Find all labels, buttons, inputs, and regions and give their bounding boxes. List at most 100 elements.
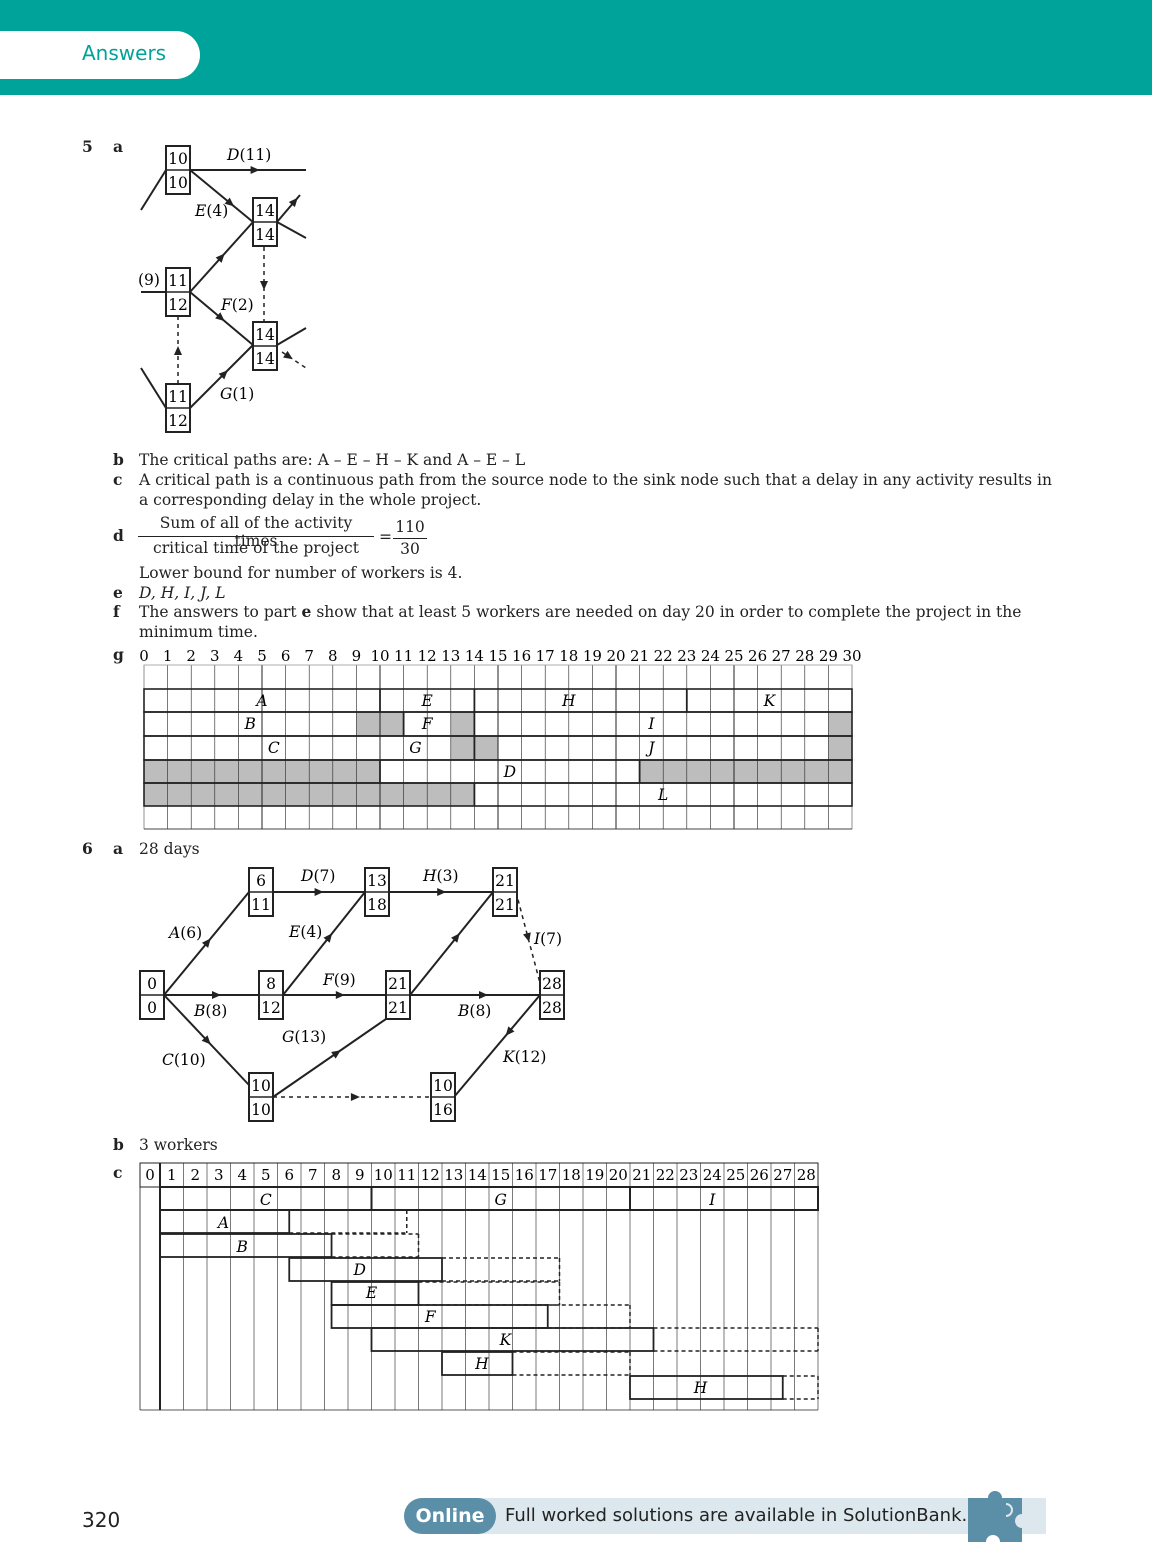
tick-label: 23 [677,647,696,665]
tick-label: 27 [773,1166,792,1184]
q5a-label: a [113,137,124,156]
arrow-head [283,350,293,360]
float-cell [450,712,475,736]
activity-label: A(6) [167,924,202,942]
tick-label: 12 [421,1166,440,1184]
activity-label: C [268,739,280,757]
arrow-head [174,346,182,355]
tick-label: 14 [468,1166,487,1184]
q5e-text: D, H, I, J, L [139,584,226,602]
activity-label: E(4) [288,923,322,941]
activity-label: F(9) [322,971,356,989]
activity-label: D(11) [226,146,271,164]
activity-label: K [499,1331,513,1349]
arrow-head [215,312,225,322]
tick-label: 28 [795,647,814,665]
activity-label: L [657,786,668,804]
node-early-time: 6 [256,872,266,890]
q5f-line2: minimum time. [139,623,258,641]
arrow-head [201,1035,211,1045]
activity-label: E [365,1284,378,1302]
activity-label: C(10) [162,1051,206,1069]
page-number: 320 [82,1508,121,1532]
q5b-text: The critical paths are: A – E – H – K an… [139,451,526,469]
arrow-head [451,933,460,943]
node-early-time: 14 [255,326,275,344]
tick-label: 5 [257,647,267,665]
activity-label: E(4) [194,202,228,220]
node-early-time: 8 [266,975,276,993]
activity-label: A [216,1214,229,1232]
node-late-time: 10 [251,1101,271,1119]
tick-label: 24 [701,647,720,665]
arrow-head [218,370,228,380]
edge [140,367,167,409]
q6-number: 6 [82,839,93,858]
edge [140,169,167,211]
tick-label: 26 [750,1166,769,1184]
activity-bar [159,1209,291,1234]
tick-label: 3 [210,647,220,665]
node-late-time: 12 [168,296,188,314]
node-early-time: 0 [147,975,157,993]
tick-label: 30 [842,647,861,665]
arrow-head [215,253,225,263]
node-early-time: 21 [388,975,408,993]
activity-label: H [693,1379,708,1397]
activity-label: G(13) [282,1028,326,1046]
tick-label: 0 [145,1166,155,1184]
tick-label: 24 [703,1166,722,1184]
tick-label: 10 [370,647,389,665]
tick-label: 1 [163,647,173,665]
q5d-equals: = [379,528,392,546]
arrow-head [523,932,531,943]
activity-label: A [254,692,267,710]
q5d-line: Lower bound for number of workers is 4. [139,564,463,582]
tick-label: 11 [394,647,413,665]
node-early-time: 11 [168,388,188,406]
tick-label: 21 [630,647,649,665]
arrow-head [335,991,345,999]
tick-label: 22 [654,647,673,665]
q5d-denominator: critical time of the project [153,539,359,557]
activity-label: F [421,715,434,733]
tick-label: 11 [397,1166,416,1184]
float-cell [828,712,852,736]
node-late-time: 21 [388,999,408,1017]
q6c-label: c [113,1163,123,1182]
q6a-label: a [113,839,124,858]
float-cell [639,760,852,783]
tick-label: 18 [559,647,578,665]
tick-label: 3 [214,1166,224,1184]
tick-label: 25 [724,647,743,665]
tick-label: 23 [679,1166,698,1184]
tick-label: 15 [491,1166,510,1184]
activity-label: K [763,692,777,710]
activity-label: I [708,1191,716,1209]
node-late-time: 21 [495,896,515,914]
node-early-time: 10 [168,150,188,168]
edge [189,169,254,223]
tick-label: 21 [632,1166,651,1184]
node-late-time: 18 [367,896,387,914]
node-late-time: 10 [168,174,188,192]
tick-label: 14 [465,647,484,665]
q5-number: 5 [82,137,93,156]
activity-label: H [561,692,576,710]
tick-label: 8 [328,647,338,665]
q5d-fraction-bar [138,536,374,537]
online-badge: Online [404,1498,496,1534]
activity-bar [370,1327,655,1352]
activity-label: G [495,1191,507,1209]
node-early-time: 10 [251,1077,271,1095]
tick-label: 5 [261,1166,271,1184]
activity-label: B [236,1238,248,1256]
activity-bar [159,1233,333,1258]
tick-label: 22 [656,1166,675,1184]
arrow-head [350,1093,360,1101]
tick-label: 7 [308,1166,318,1184]
activity-label: G(1) [220,385,254,403]
